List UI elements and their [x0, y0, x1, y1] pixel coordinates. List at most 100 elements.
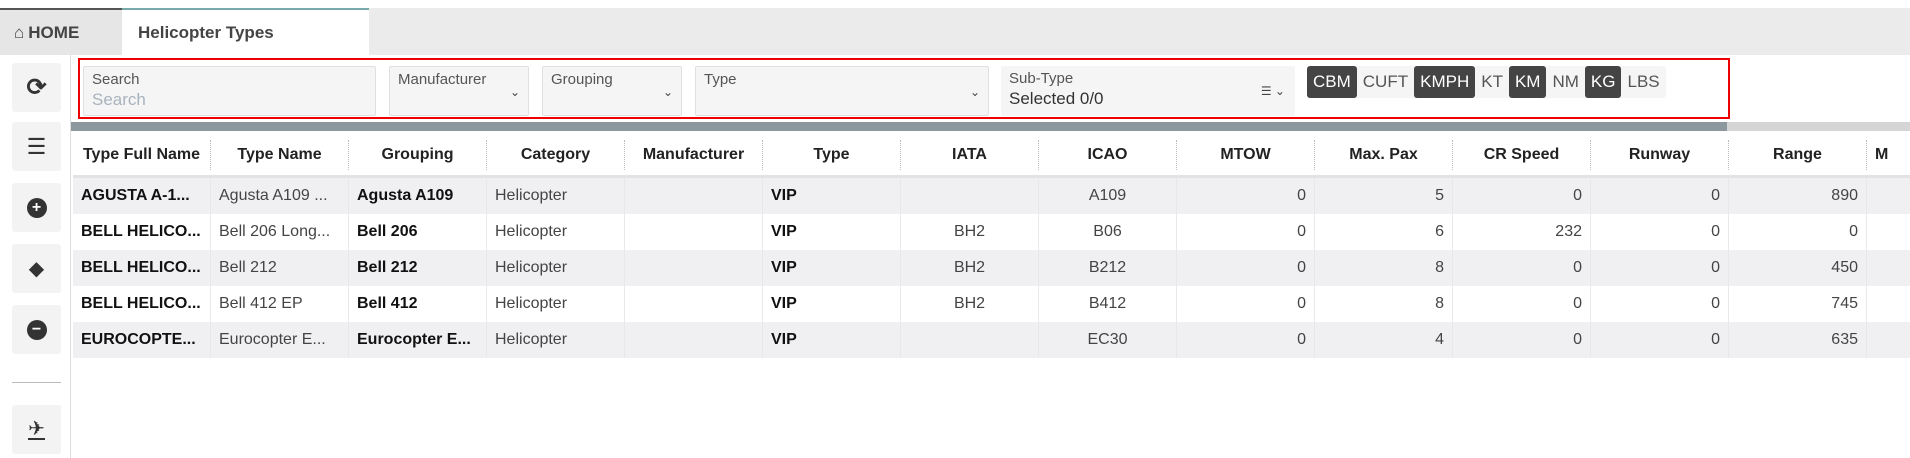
chevron-down-icon: ⌄: [662, 85, 673, 99]
search-label: Search: [92, 71, 140, 88]
table-cell: BELL HELICO...: [73, 286, 211, 322]
data-grid: Type Full Name Type Name Grouping Category M…: [73, 131, 1910, 358]
table-cell: VIP: [763, 286, 901, 322]
horizontal-scrollbar-track[interactable]: [1727, 122, 1910, 131]
column-header[interactable]: IATA: [901, 140, 1039, 170]
search-placeholder: Search: [92, 90, 146, 109]
table-cell: [1867, 286, 1910, 322]
table-cell: Bell 212: [211, 250, 349, 286]
table-cell: EC30: [1039, 322, 1177, 358]
refresh-button[interactable]: ⟳: [12, 63, 61, 112]
tab-home[interactable]: ⌂ HOME: [0, 8, 122, 55]
table-cell: BH2: [901, 250, 1039, 286]
table-cell: 0: [1591, 322, 1729, 358]
column-header[interactable]: ICAO: [1039, 140, 1177, 170]
column-header[interactable]: MTOW: [1177, 140, 1315, 170]
table-cell: 0: [1177, 250, 1315, 286]
unit-kmph[interactable]: KMPH: [1414, 66, 1476, 98]
subtype-select[interactable]: Sub-Type Selected 0/0 ☰ ⌄: [1001, 66, 1295, 116]
table-row[interactable]: AGUSTA A-1... Agusta A109 ... Agusta A109 H…: [73, 178, 1910, 214]
table-cell: 890: [1729, 178, 1867, 214]
table-cell: BELL HELICO...: [73, 214, 211, 250]
filter-settings-button[interactable]: ☰: [12, 122, 61, 171]
type-select[interactable]: Type ⌄: [695, 66, 989, 116]
search-input[interactable]: Search Search: [83, 66, 376, 116]
chevron-down-icon: ⌄: [509, 85, 520, 99]
remove-button[interactable]: −: [12, 305, 61, 354]
table-cell: 0: [1453, 286, 1591, 322]
table-cell: [901, 178, 1039, 214]
horizontal-scrollbar-thumb[interactable]: [71, 122, 1727, 131]
tab-label: Helicopter Types: [138, 22, 274, 42]
unit-km[interactable]: KM: [1508, 66, 1547, 98]
layers-icon: ☰ ⌄: [1260, 84, 1285, 98]
column-header[interactable]: Type Name: [211, 140, 349, 170]
table-cell: 635: [1729, 322, 1867, 358]
flight-button[interactable]: ✈: [12, 405, 61, 454]
table-cell: Agusta A109 ...: [211, 178, 349, 214]
table-cell: B412: [1039, 286, 1177, 322]
table-cell: Eurocopter E...: [349, 322, 487, 358]
table-cell: 0: [1591, 250, 1729, 286]
sliders-icon: ☰: [26, 133, 47, 159]
table-cell: 0: [1177, 178, 1315, 214]
table-cell: 8: [1315, 286, 1453, 322]
table-cell: Bell 206: [349, 214, 487, 250]
minus-circle-icon: −: [26, 319, 47, 340]
chevron-down-icon: ⌄: [969, 85, 980, 99]
add-button[interactable]: +: [12, 183, 61, 232]
table-cell: [625, 286, 763, 322]
header-row: Type Full Name Type Name Grouping Category M…: [73, 131, 1910, 178]
table-cell: [625, 250, 763, 286]
table-cell: 0: [1729, 214, 1867, 250]
column-header[interactable]: Manufacturer: [625, 140, 763, 170]
column-header[interactable]: CR Speed: [1453, 140, 1591, 170]
table-row[interactable]: BELL HELICO... Bell 212 Bell 212 Helicopter…: [73, 250, 1910, 286]
manufacturer-label: Manufacturer: [398, 71, 487, 88]
table-cell: 232: [1453, 214, 1591, 250]
table-cell: 0: [1177, 322, 1315, 358]
column-header[interactable]: Type: [763, 140, 901, 170]
table-cell: 0: [1591, 286, 1729, 322]
clear-button[interactable]: ◆: [12, 244, 61, 293]
column-header[interactable]: Max. Pax: [1315, 140, 1453, 170]
subtype-value: Selected 0/0: [1009, 89, 1104, 108]
table-cell: B06: [1039, 214, 1177, 250]
unit-cuft[interactable]: CUFT: [1362, 72, 1409, 91]
table-cell: BH2: [901, 214, 1039, 250]
table-cell: A109: [1039, 178, 1177, 214]
grouping-select[interactable]: Grouping ⌄: [542, 66, 682, 116]
unit-lbs[interactable]: LBS: [1627, 72, 1660, 91]
table-cell: Bell 212: [349, 250, 487, 286]
table-cell: Agusta A109: [349, 178, 487, 214]
table-cell: Bell 412 EP: [211, 286, 349, 322]
table-cell: Eurocopter E...: [211, 322, 349, 358]
table-cell: Helicopter: [487, 250, 625, 286]
table-cell: Bell 412: [349, 286, 487, 322]
column-header[interactable]: Type Full Name: [73, 140, 211, 170]
table-row[interactable]: BELL HELICO... Bell 412 EP Bell 412 Helicop…: [73, 286, 1910, 322]
column-header[interactable]: Runway: [1591, 140, 1729, 170]
tab-bar: ⌂ HOME Helicopter Types: [0, 8, 1910, 55]
table-cell: Helicopter: [487, 322, 625, 358]
table-cell: 0: [1453, 178, 1591, 214]
column-header[interactable]: Range: [1729, 140, 1867, 170]
unit-toggles: CBM CUFT KMPH KT KM NM KG LBS: [1307, 66, 1666, 98]
table-cell: VIP: [763, 250, 901, 286]
unit-kt[interactable]: KT: [1481, 72, 1503, 91]
table-cell: Helicopter: [487, 286, 625, 322]
unit-cbm[interactable]: CBM: [1307, 66, 1357, 98]
column-header[interactable]: Grouping: [349, 140, 487, 170]
grouping-label: Grouping: [551, 71, 613, 88]
table-cell: 0: [1591, 178, 1729, 214]
column-header[interactable]: M: [1875, 146, 1889, 163]
unit-nm[interactable]: NM: [1552, 72, 1579, 91]
plane-departure-icon: ✈: [28, 417, 45, 440]
manufacturer-select[interactable]: Manufacturer ⌄: [389, 66, 529, 116]
table-row[interactable]: EUROCOPTE... Eurocopter E... Eurocopter E.…: [73, 322, 1910, 358]
tab-helicopter-types[interactable]: Helicopter Types: [122, 8, 369, 55]
unit-kg[interactable]: KG: [1584, 66, 1622, 98]
refresh-icon: ⟳: [26, 74, 47, 101]
table-row[interactable]: BELL HELICO... Bell 206 Long... Bell 206 He…: [73, 214, 1910, 250]
column-header[interactable]: Category: [487, 140, 625, 170]
